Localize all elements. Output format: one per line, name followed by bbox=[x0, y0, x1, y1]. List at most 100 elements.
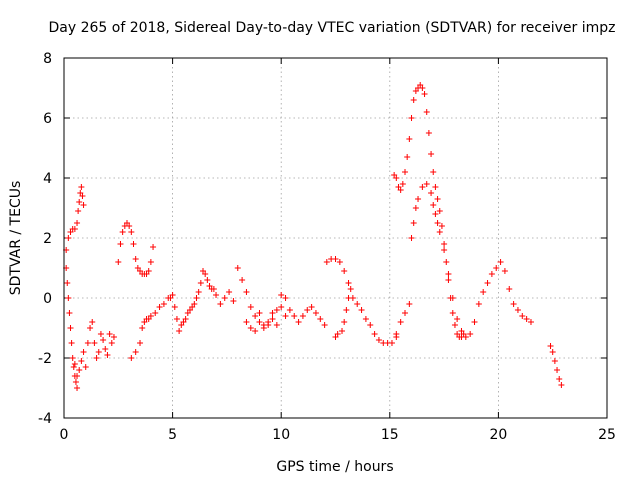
data-point bbox=[78, 184, 85, 190]
x-tick-label: 10 bbox=[272, 427, 290, 443]
data-point bbox=[147, 259, 154, 265]
data-point bbox=[341, 268, 348, 274]
data-point bbox=[336, 259, 343, 265]
data-point bbox=[265, 322, 272, 328]
data-point bbox=[501, 268, 508, 274]
data-point bbox=[252, 328, 259, 334]
data-point bbox=[358, 307, 365, 313]
chart-title: Day 265 of 2018, Sidereal Day-to-day VTE… bbox=[49, 20, 616, 36]
data-point bbox=[93, 355, 100, 361]
y-axis-label: SDTVAR / TECUs bbox=[8, 181, 24, 296]
data-point bbox=[69, 355, 76, 361]
data-point bbox=[115, 259, 122, 265]
data-point bbox=[554, 367, 561, 373]
data-point bbox=[204, 277, 211, 283]
data-point bbox=[197, 280, 204, 286]
series-impz-a-down bbox=[63, 265, 81, 391]
data-point bbox=[91, 340, 98, 346]
data-point bbox=[230, 298, 237, 304]
data-point bbox=[191, 301, 198, 307]
axis-ticks: 0 5 10 15 20 25 -4 -2 0 2 4 6 8 bbox=[38, 51, 616, 443]
data-point bbox=[362, 316, 369, 322]
x-tick-label: 0 bbox=[60, 427, 69, 443]
data-point bbox=[70, 364, 77, 370]
data-point bbox=[397, 187, 404, 193]
data-point bbox=[286, 307, 293, 313]
data-point bbox=[87, 325, 94, 331]
data-point bbox=[419, 184, 426, 190]
data-point bbox=[323, 259, 330, 265]
data-point bbox=[393, 175, 400, 181]
series-impz-c bbox=[115, 220, 157, 277]
data-point bbox=[176, 328, 183, 334]
data-point bbox=[514, 307, 521, 313]
data-point bbox=[226, 289, 233, 295]
data-point bbox=[397, 319, 404, 325]
data-point bbox=[415, 196, 422, 202]
data-point bbox=[484, 280, 491, 286]
data-point bbox=[173, 316, 180, 322]
data-point bbox=[412, 205, 419, 211]
y-tick-label: 4 bbox=[43, 171, 52, 187]
data-point bbox=[419, 85, 426, 91]
data-point bbox=[428, 190, 435, 196]
data-point bbox=[152, 310, 159, 316]
data-point bbox=[497, 259, 504, 265]
data-point bbox=[547, 343, 554, 349]
data-point bbox=[108, 340, 115, 346]
data-point bbox=[388, 340, 395, 346]
data-point bbox=[119, 229, 126, 235]
data-point bbox=[480, 289, 487, 295]
data-point bbox=[104, 352, 111, 358]
plot-frame bbox=[63, 57, 608, 419]
y-tick-label: -4 bbox=[38, 411, 52, 427]
data-point bbox=[278, 292, 285, 298]
data-point bbox=[65, 295, 72, 301]
data-point bbox=[128, 355, 135, 361]
data-point bbox=[445, 271, 452, 277]
data-point bbox=[132, 349, 139, 355]
series-impz-a-up bbox=[63, 184, 87, 253]
x-tick-label: 25 bbox=[598, 427, 616, 443]
data-point bbox=[321, 322, 328, 328]
data-point bbox=[438, 223, 445, 229]
data-point bbox=[160, 301, 167, 307]
data-point bbox=[110, 334, 117, 340]
data-point bbox=[66, 310, 73, 316]
data-point bbox=[79, 193, 86, 199]
data-point bbox=[117, 241, 124, 247]
data-point bbox=[425, 130, 432, 136]
data-point bbox=[126, 223, 133, 229]
data-point bbox=[273, 307, 280, 313]
data-point bbox=[375, 337, 382, 343]
data-point bbox=[551, 358, 558, 364]
data-point bbox=[106, 331, 113, 337]
data-point bbox=[68, 340, 75, 346]
data-point bbox=[74, 385, 81, 391]
series-impz-j bbox=[547, 343, 565, 388]
data-point bbox=[443, 259, 450, 265]
data-point bbox=[410, 97, 417, 103]
data-point bbox=[76, 367, 83, 373]
data-point bbox=[423, 181, 430, 187]
data-point bbox=[65, 235, 72, 241]
data-point bbox=[423, 109, 430, 115]
y-tick-label: -2 bbox=[38, 351, 52, 367]
data-point bbox=[260, 325, 267, 331]
data-point bbox=[130, 241, 137, 247]
data-point bbox=[312, 310, 319, 316]
series-impz-e bbox=[243, 295, 289, 334]
data-point bbox=[150, 244, 157, 250]
data-point bbox=[430, 202, 437, 208]
data-point bbox=[210, 286, 217, 292]
data-point bbox=[406, 301, 413, 307]
data-point bbox=[549, 349, 556, 355]
data-point bbox=[169, 292, 176, 298]
data-point bbox=[269, 316, 276, 322]
data-point bbox=[339, 328, 346, 334]
data-point bbox=[447, 295, 454, 301]
data-point bbox=[132, 256, 139, 262]
data-point bbox=[67, 325, 74, 331]
data-point bbox=[341, 319, 348, 325]
